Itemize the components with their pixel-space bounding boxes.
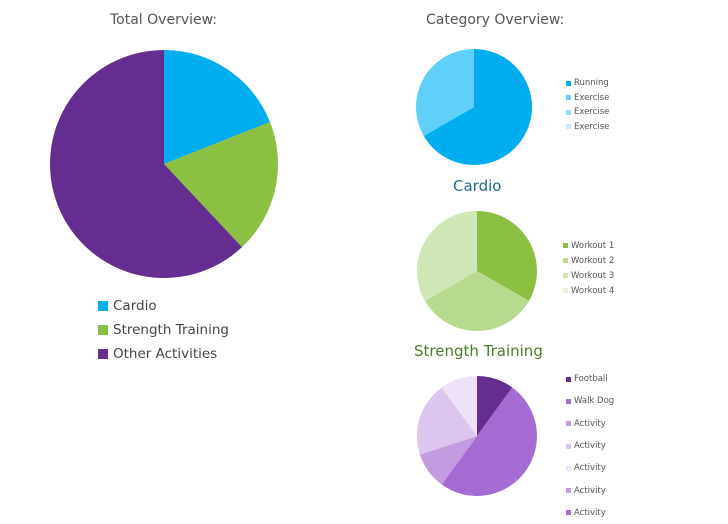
legend-label: Exercise (574, 121, 610, 132)
legend-swatch-icon (566, 398, 571, 404)
pie-slice (416, 49, 474, 136)
legend-label: Exercise (574, 107, 610, 118)
legend-item: Activity (566, 479, 614, 501)
legend-swatch-icon (98, 301, 108, 311)
cardio-title: Cardio (453, 177, 502, 195)
legend-swatch-icon (563, 258, 568, 263)
other-activities-legend: Football Walk Dog Activity Activity Activity… (566, 368, 614, 524)
legend-swatch-icon (566, 421, 571, 427)
legend-label: Workout 1 (571, 240, 615, 251)
legend-swatch-icon (566, 443, 571, 449)
legend-item: Workout 4 (563, 283, 614, 298)
pie-slice (425, 271, 529, 332)
legend-swatch-icon (566, 465, 571, 471)
legend-label: Activity (574, 463, 606, 474)
pie-slice (419, 436, 477, 485)
legend-swatch-icon (566, 510, 571, 516)
legend-item: Activity (566, 413, 614, 435)
legend-item: Activity (566, 435, 614, 457)
legend-label: Workout 4 (571, 285, 615, 296)
legend-label: Other Activities (113, 346, 218, 362)
legend-label: Walk Dog (574, 396, 615, 407)
legend-swatch-icon (566, 124, 571, 130)
strength-training-title: Strength Training (414, 342, 543, 360)
pie-slice (164, 50, 270, 164)
pie-slice (441, 387, 537, 496)
pie-slice (164, 122, 278, 248)
legend-item: Walk Dog (566, 390, 614, 412)
legend-swatch-icon (98, 325, 108, 335)
pie-slice (417, 387, 477, 455)
legend-swatch-icon (566, 109, 571, 115)
legend-label: Workout 2 (571, 255, 615, 266)
legend-item: Exercise (566, 120, 609, 135)
legend-label: Football (574, 374, 608, 385)
pie-slice (477, 211, 538, 301)
category-overview-title: Category Overview: (426, 12, 565, 28)
total-overview-legend: Cardio Strength Training Other Activities (98, 294, 229, 366)
legend-swatch-icon (563, 243, 568, 248)
legend-item: Strength Training (98, 318, 229, 342)
pie-slice (477, 376, 513, 436)
strength-training-legend: Workout 1 Workout 2 Workout 3 Workout 4 (563, 238, 614, 298)
legend-swatch-icon (566, 488, 571, 494)
pie-slice (49, 50, 243, 278)
legend-label: Exercise (574, 92, 610, 103)
legend-swatch-icon (563, 288, 568, 293)
legend-item: Football (566, 368, 614, 390)
pie-slice (441, 376, 477, 436)
legend-swatch-icon (566, 95, 571, 101)
legend-label: Strength Training (113, 322, 229, 338)
legend-label: Running (574, 78, 609, 89)
legend-item: Exercise (566, 105, 609, 120)
legend-label: Activity (574, 418, 606, 429)
pie-slice (423, 49, 532, 166)
legend-item: Cardio (98, 294, 229, 318)
legend-label: Activity (574, 441, 606, 452)
legend-swatch-icon (563, 273, 568, 278)
legend-label: Activity (574, 507, 606, 518)
legend-swatch-icon (98, 349, 108, 359)
legend-item: Workout 1 (563, 238, 614, 253)
cardio-legend: Running Exercise Exercise Exercise (566, 76, 609, 134)
legend-item: Workout 2 (563, 253, 614, 268)
legend-item: Exercise (566, 91, 609, 106)
legend-label: Workout 3 (571, 270, 615, 281)
legend-item: Activity (566, 457, 614, 479)
legend-swatch-icon (566, 80, 571, 86)
legend-item: Other Activities (98, 342, 229, 366)
total-overview-title: Total Overview: (110, 12, 218, 28)
legend-swatch-icon (566, 376, 571, 382)
legend-label: Cardio (113, 298, 157, 314)
legend-item: Running (566, 76, 609, 91)
pie-slice (417, 211, 477, 301)
legend-item: Activity (566, 502, 614, 524)
legend-label: Activity (574, 485, 606, 496)
legend-item: Workout 3 (563, 268, 614, 283)
